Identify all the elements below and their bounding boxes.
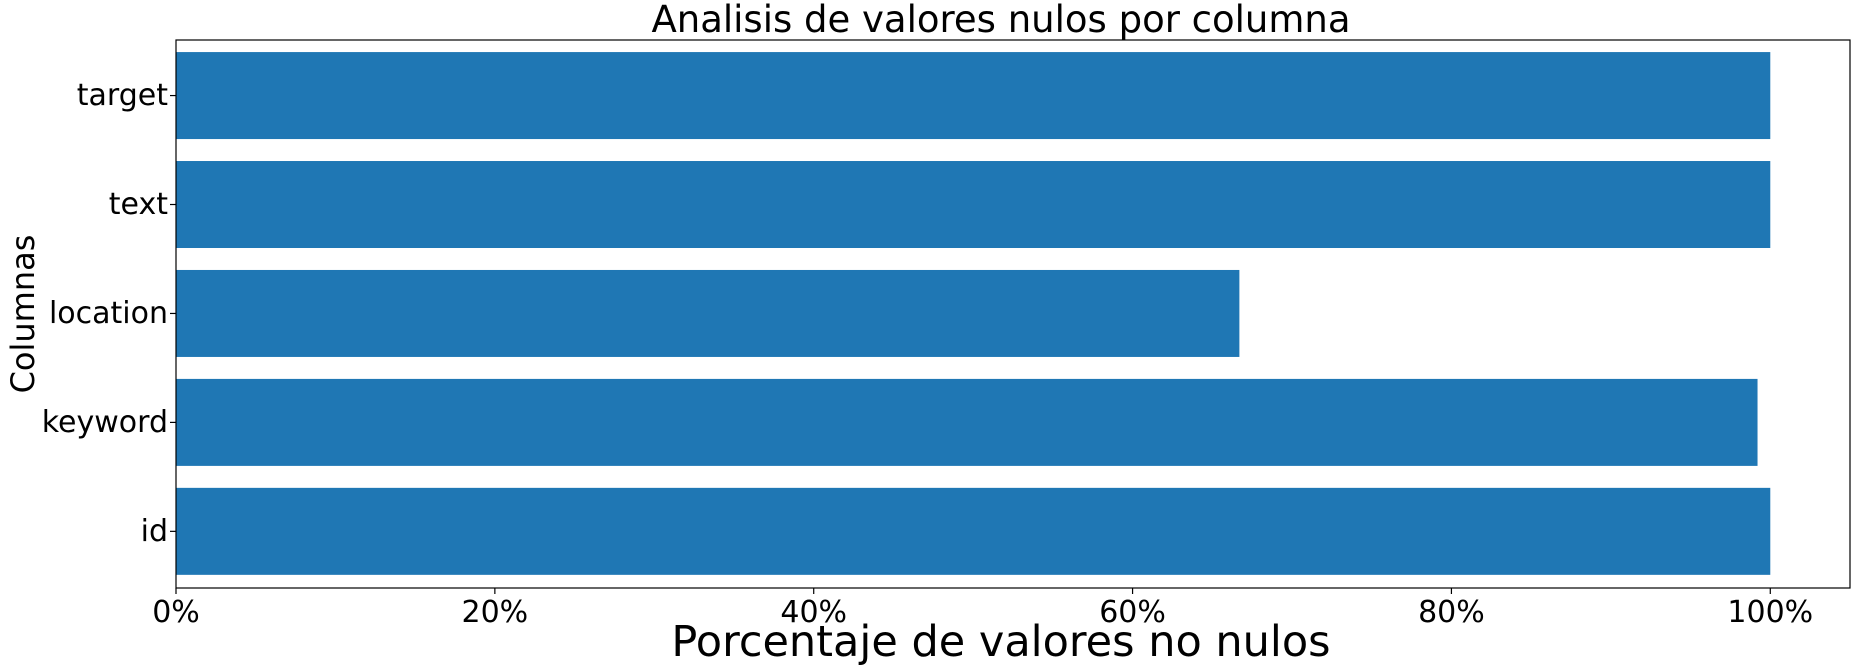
x-axis-label: Porcentaje de valores no nulos	[671, 617, 1330, 667]
x-tick-label: 100%	[1727, 595, 1813, 630]
y-tick-label: keyword	[42, 405, 168, 440]
bar-location	[176, 269, 1240, 357]
bar-keyword	[176, 378, 1758, 466]
x-tick-label: 60%	[1099, 595, 1166, 630]
bars-group	[176, 52, 1771, 575]
y-tick-label: id	[141, 514, 168, 549]
x-tick-label: 0%	[152, 595, 200, 630]
chart-title: Analisis de valores nulos por columna	[651, 0, 1350, 41]
y-axis-ticks: id keyword location text target	[42, 78, 176, 549]
x-axis-ticks: 0% 20% 40% 60% 80% 100%	[152, 588, 1813, 630]
bar-id	[176, 487, 1771, 575]
y-tick-label: target	[77, 78, 168, 113]
x-tick-label: 80%	[1418, 595, 1485, 630]
bar-target	[176, 52, 1771, 140]
bar-text	[176, 161, 1771, 249]
x-tick-label: 20%	[462, 595, 529, 630]
y-tick-label: text	[109, 187, 168, 222]
y-tick-label: location	[49, 296, 168, 331]
x-tick-label: 40%	[780, 595, 847, 630]
y-axis-label: Columnas	[4, 235, 42, 394]
